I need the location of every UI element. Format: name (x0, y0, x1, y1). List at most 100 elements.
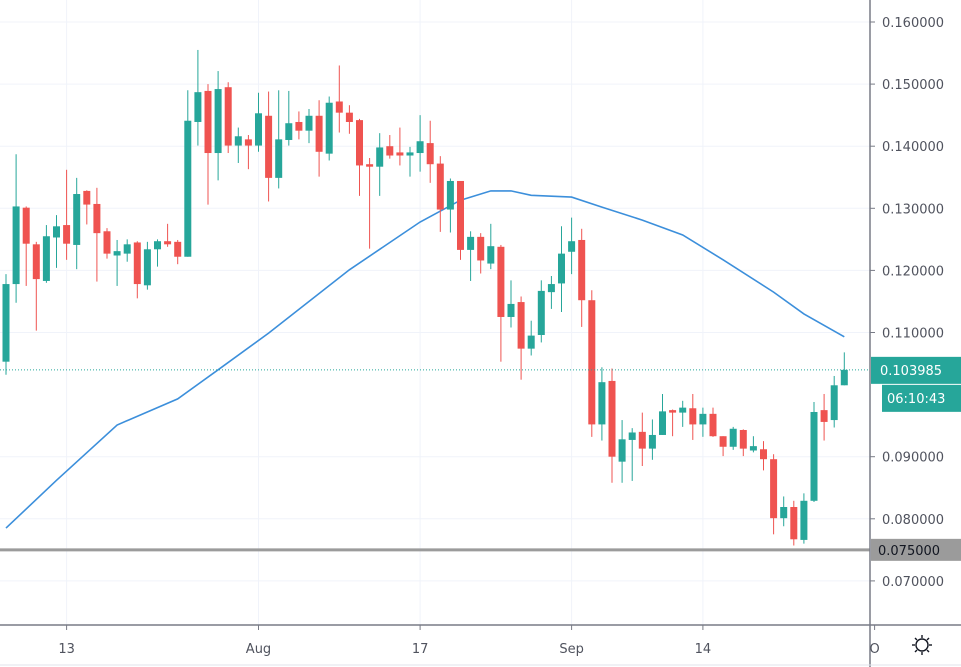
candle-body (840, 369, 848, 386)
candle-body (154, 241, 161, 250)
candle-body (103, 231, 111, 254)
candle (123, 239, 131, 262)
candle-body (184, 120, 192, 257)
candle-body (255, 113, 262, 146)
candle (517, 296, 525, 380)
candle-body (133, 242, 141, 285)
candle-body (497, 246, 505, 317)
candle-body (699, 413, 707, 425)
candle-body (446, 180, 454, 210)
candle (154, 239, 161, 267)
candle (386, 135, 394, 159)
candle (709, 407, 717, 437)
candle (22, 206, 30, 286)
x-tick-label: Aug (246, 642, 271, 657)
candle (810, 402, 818, 503)
x-axis-ticks: 13 Aug 17 Sep 14 O (58, 625, 880, 657)
candle-body (527, 335, 535, 349)
candle (648, 419, 656, 460)
time-axis[interactable] (0, 625, 961, 667)
candle (184, 90, 192, 257)
candle (224, 82, 232, 154)
candle-body (265, 115, 273, 178)
candle-body (83, 190, 91, 205)
candle (568, 217, 576, 275)
candle (53, 215, 60, 268)
candle (689, 393, 697, 440)
horizontal-line-value: 0.075000 (878, 544, 940, 559)
candle (790, 500, 798, 546)
candle (194, 49, 202, 146)
y-tick-label: 0.150000 (882, 78, 944, 93)
candle (335, 65, 343, 133)
y-tick-label: 0.080000 (882, 513, 944, 528)
candle (638, 412, 646, 467)
y-axis-ticks: 0.160000 0.150000 0.140000 0.130000 0.120000… (870, 16, 944, 590)
candle (376, 133, 384, 196)
candle-body (830, 385, 838, 421)
candle-body (315, 115, 323, 152)
candle (467, 231, 475, 281)
sun-gear-icon[interactable] (912, 635, 932, 655)
candle-body (598, 382, 606, 425)
candle-body (2, 284, 10, 362)
candle-body (214, 89, 222, 154)
candle (426, 120, 434, 183)
candle-body (356, 120, 363, 166)
candle (275, 90, 283, 189)
candle-body (123, 244, 131, 254)
candle (143, 241, 151, 290)
candle (729, 426, 737, 450)
candle (396, 127, 404, 166)
candle-body (608, 380, 616, 457)
candle-body (194, 92, 202, 122)
candle (32, 241, 40, 331)
candle (618, 420, 626, 483)
grid (0, 0, 876, 625)
candle-body (487, 246, 495, 264)
candle-body (73, 194, 81, 245)
candle (749, 436, 757, 453)
candle-body (457, 180, 464, 250)
candle-body (810, 411, 818, 501)
candle (255, 92, 262, 152)
candle-body (174, 241, 182, 257)
candle-body (113, 251, 121, 256)
candle-body (224, 87, 232, 146)
candles (2, 49, 848, 546)
x-tick-label: Sep (559, 642, 584, 657)
candle-body (638, 431, 646, 449)
candle-body (32, 244, 40, 280)
candle (719, 436, 727, 457)
candle-body (547, 284, 555, 293)
candle-body (537, 290, 545, 335)
candle (63, 169, 71, 260)
candle-body (820, 410, 828, 422)
candle-body (558, 253, 565, 284)
candle (578, 228, 586, 327)
candle-body (770, 459, 778, 519)
candle (840, 352, 848, 386)
candle-body (467, 236, 475, 250)
candle (780, 496, 788, 527)
last-price-label: 0.103985 06:10:43 (871, 356, 961, 412)
candle (770, 454, 778, 535)
candle-body (618, 439, 626, 462)
candle (12, 154, 20, 303)
y-tick-label: 0.160000 (882, 16, 944, 31)
candle (537, 280, 545, 343)
candle-body (275, 139, 283, 178)
horizontal-line-label: 0.075000 (871, 538, 961, 561)
candle-body (507, 303, 515, 317)
candle (103, 228, 111, 259)
candle (315, 100, 323, 177)
candle (2, 274, 10, 375)
candle-body (386, 146, 394, 156)
candle-body (345, 112, 353, 122)
candle (507, 280, 515, 328)
candle (457, 180, 464, 260)
candle (234, 127, 242, 163)
candle (265, 91, 273, 202)
candle (73, 177, 81, 270)
